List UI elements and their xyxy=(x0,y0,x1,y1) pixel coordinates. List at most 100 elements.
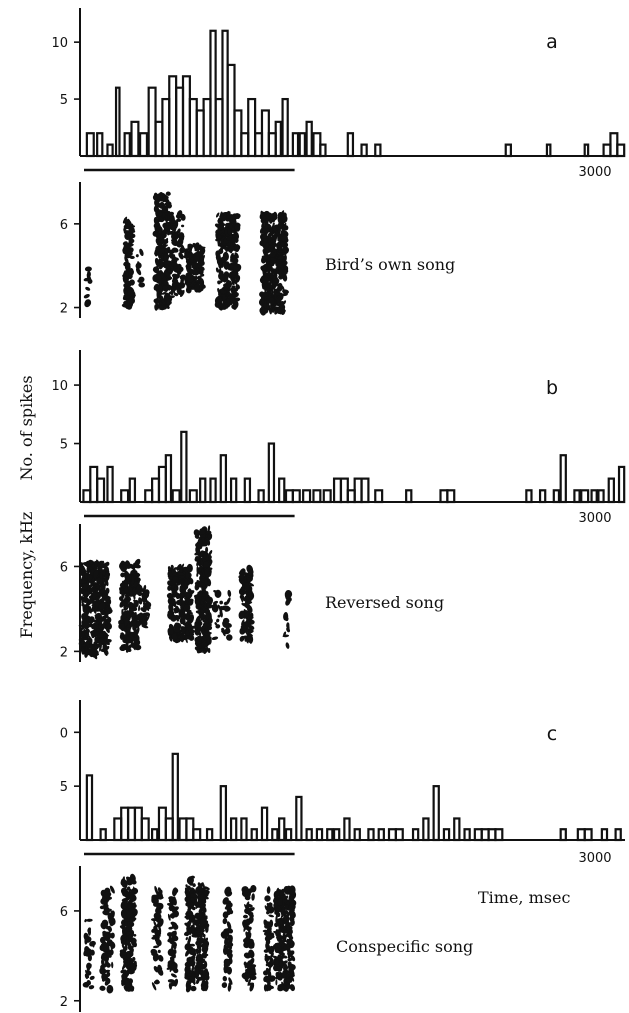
spectro-blob xyxy=(245,970,248,974)
spectro-blob xyxy=(263,984,268,992)
spectro-blob xyxy=(80,639,85,645)
spectro-blob xyxy=(227,985,231,992)
spectro-blob xyxy=(157,954,164,962)
spectro-blob xyxy=(131,939,137,948)
bar xyxy=(171,489,181,504)
syllable xyxy=(262,886,276,992)
y-tick-label: 5 xyxy=(60,780,68,795)
syllable xyxy=(119,873,139,993)
syllable xyxy=(272,885,297,992)
spectro-blob xyxy=(171,633,178,641)
spectro-blob xyxy=(230,276,236,282)
spectro-blob xyxy=(132,956,136,961)
spectro-blob xyxy=(201,598,205,602)
spectro-blob xyxy=(196,929,201,935)
spectro-blob xyxy=(143,589,150,597)
bar xyxy=(545,143,552,158)
spectro-blob xyxy=(280,210,285,217)
spectro-blob xyxy=(223,959,231,968)
spectro-blob xyxy=(83,637,89,641)
spectro-blob xyxy=(180,213,186,221)
spectro-blob xyxy=(101,896,107,902)
spectro-blob xyxy=(219,215,227,222)
spectro-blob xyxy=(186,957,192,966)
spectro-blob xyxy=(205,591,209,598)
bar xyxy=(229,817,238,842)
spectro-blob xyxy=(262,228,268,236)
spectro-blob xyxy=(82,618,90,626)
spectro-blob xyxy=(188,928,192,933)
spectro-blob xyxy=(151,952,158,957)
spectro-blob xyxy=(284,592,289,601)
spectro-blob xyxy=(176,282,182,289)
spectro-blob xyxy=(196,559,201,567)
spectro-blob xyxy=(145,601,152,608)
spectro-blob xyxy=(186,920,192,928)
spectro-blob xyxy=(154,257,160,267)
spectro-blob xyxy=(142,596,145,602)
spectro-blob xyxy=(202,561,210,568)
spectro-blob xyxy=(286,924,290,933)
bar xyxy=(171,752,179,842)
spectro-blob xyxy=(269,961,273,969)
spectro-blob xyxy=(121,949,126,956)
spectro-blob xyxy=(271,289,274,297)
spectro-blob xyxy=(278,255,285,261)
spectro-blob xyxy=(98,639,105,644)
spectro-blob xyxy=(171,273,179,279)
spectro-blob xyxy=(151,894,158,904)
spectro-blob xyxy=(88,648,96,658)
spectro-blob xyxy=(265,212,273,220)
spectro-blob xyxy=(162,292,170,295)
spectro-blob xyxy=(283,963,288,972)
spectro-blob xyxy=(238,569,246,576)
spectro-blob xyxy=(260,210,265,218)
spectro-blob xyxy=(221,256,227,263)
spectro-blob xyxy=(288,885,296,895)
x-tick-label: 3000 xyxy=(578,511,611,526)
bar xyxy=(106,465,114,504)
spectro-blob xyxy=(130,962,136,970)
spectro-blob xyxy=(167,266,171,273)
bar xyxy=(188,489,198,504)
spectro-blob xyxy=(125,573,132,582)
spectro-blob xyxy=(211,636,219,641)
spectro-blob xyxy=(186,973,193,977)
spectro-blob xyxy=(277,898,283,906)
spectro-blob xyxy=(119,582,125,588)
spectro-blob xyxy=(167,979,175,983)
spectro-blob xyxy=(231,257,239,264)
bar xyxy=(552,489,561,504)
spectro-blob xyxy=(273,211,278,217)
spectro-blob xyxy=(280,293,288,297)
spectro-blob xyxy=(205,635,209,640)
bar xyxy=(494,828,504,842)
spectro-blob xyxy=(89,588,93,595)
spectro-blob xyxy=(137,279,142,283)
spectro-blob xyxy=(125,565,132,569)
spectro-blob xyxy=(106,622,112,629)
spectro-blob xyxy=(153,283,159,291)
spectro-blob xyxy=(243,914,248,919)
spectro-blob xyxy=(283,631,287,637)
x-tick-label: 3000 xyxy=(578,851,611,866)
syllable xyxy=(82,918,96,990)
spectro-blob xyxy=(203,953,209,957)
spectro-blob xyxy=(95,596,100,602)
spectro-blob xyxy=(232,299,238,304)
bar xyxy=(607,477,615,504)
spectro-blob xyxy=(248,949,255,959)
freq-tick-label: 2 xyxy=(60,302,68,317)
spectro-blob xyxy=(249,957,255,966)
bar xyxy=(538,489,547,504)
bar xyxy=(180,430,188,504)
spectro-blob xyxy=(282,896,286,900)
spectro-blob xyxy=(167,585,172,591)
spectro-blob xyxy=(177,599,181,605)
spectro-blob xyxy=(186,980,192,985)
spectro-blob xyxy=(218,248,224,254)
spectro-blob xyxy=(260,265,267,271)
spectro-blob xyxy=(189,875,195,879)
spectro-blob xyxy=(100,937,106,941)
spectro-blob xyxy=(100,564,105,568)
